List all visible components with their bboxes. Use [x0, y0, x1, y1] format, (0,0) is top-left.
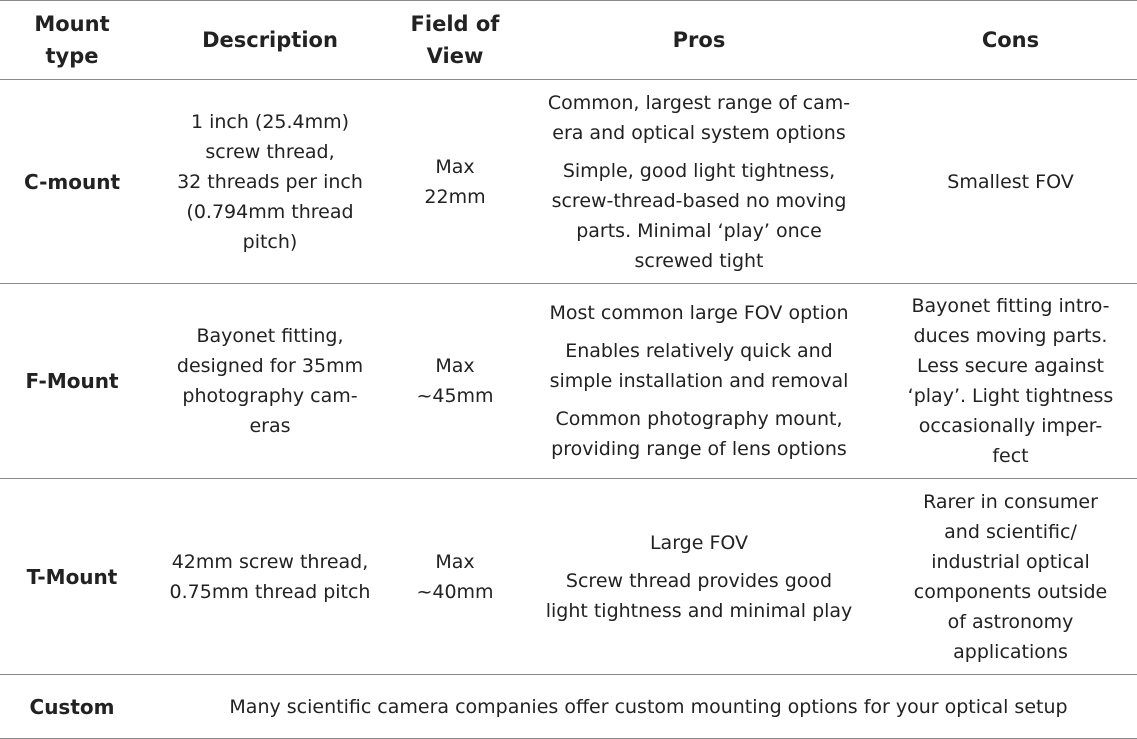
description-line: (0.794mm thread [186, 200, 354, 223]
fov-line: 22mm [424, 185, 486, 208]
pro-line: Most common large FOV option [549, 302, 849, 324]
cons-line: applications [953, 640, 1068, 663]
table-row-c-mount: C-mount 1 inch (25.4mm) screw thread, 32… [0, 79, 1137, 284]
fov-cell: Max 22mm [396, 79, 514, 284]
mount-type-cell: T-Mount [0, 478, 144, 675]
pro-item: Common, largest range of cam- era and op… [518, 88, 880, 148]
pro-item: Screw thread provides good light tightne… [518, 566, 880, 626]
cons-cell: Bayonet fitting intro- duces moving part… [884, 283, 1137, 479]
fov-line: ~45mm [416, 385, 494, 407]
description-line: screw thread, [205, 140, 335, 163]
pro-line: Enables relatively quick and [565, 340, 833, 362]
mount-type-cell: Custom [0, 674, 144, 739]
pro-line: parts. Minimal ‘play’ once [576, 219, 822, 242]
header-pros: Pros [514, 0, 884, 80]
pro-item: Enables relatively quick and simple inst… [518, 336, 880, 396]
mount-type-cell: F-Mount [0, 283, 144, 479]
pro-line: providing range of lens options [551, 438, 847, 460]
header-field-of-view: Field of View [396, 0, 514, 80]
fov-line: Max [435, 550, 475, 573]
pro-item: Most common large FOV option [518, 298, 880, 328]
cons-line: duces moving parts. [913, 325, 1108, 347]
pro-line: simple installation and removal [549, 370, 849, 392]
description-line: 0.75mm thread pitch [169, 580, 371, 603]
cons-line: ‘play’. Light tightness [907, 385, 1114, 407]
description-line: pitch) [242, 230, 298, 253]
table-row-t-mount: T-Mount 42mm screw thread, 0.75mm thread… [0, 478, 1137, 675]
pro-item: Large FOV [518, 528, 880, 558]
cons-line: industrial optical [931, 550, 1090, 573]
header-row: Mount type Description Field of View Pros … [0, 0, 1137, 80]
cons-line: of astronomy [947, 610, 1074, 633]
pro-line: Simple, good light tightness, [562, 159, 836, 182]
cons-line: Bayonet fitting intro- [911, 295, 1110, 317]
custom-note: Many scientific camera companies offer c… [144, 674, 1137, 739]
pro-line: light tightness and minimal play [545, 599, 853, 622]
description-line: 42mm screw thread, [171, 550, 369, 573]
header-cons: Cons [884, 0, 1137, 80]
description-cell: 1 inch (25.4mm) screw thread, 32 threads… [144, 79, 396, 284]
pro-line: Large FOV [649, 531, 749, 554]
description-line: eras [249, 415, 291, 437]
description-cell: Bayonet fitting, designed for 35mm photo… [144, 283, 396, 479]
pro-line: screwed tight [634, 249, 764, 272]
pro-line: era and optical system options [552, 121, 846, 144]
description-line: Bayonet fitting, [196, 325, 344, 347]
description-line: designed for 35mm [176, 355, 364, 377]
pros-cell: Large FOV Screw thread provides good lig… [514, 478, 884, 675]
pro-line: Screw thread provides good [565, 569, 833, 592]
pro-line: Common photography mount, [555, 408, 843, 430]
pro-line: Common, largest range of cam- [547, 91, 851, 114]
pro-line: screw-thread-based no moving [551, 189, 847, 212]
cons-line: Smallest FOV [947, 170, 1074, 193]
header-description: Description [144, 0, 396, 80]
header-mount-type: Mount type [0, 0, 144, 80]
cons-cell: Smallest FOV [884, 79, 1137, 284]
pro-item: Simple, good light tightness, screw-thre… [518, 156, 880, 276]
pros-cell: Most common large FOV option Enables rel… [514, 283, 884, 479]
cons-line: and scientific/ [944, 520, 1077, 543]
cons-line: components outside [913, 580, 1108, 603]
description-cell: 42mm screw thread, 0.75mm thread pitch [144, 478, 396, 675]
description-line: photography cam- [182, 385, 358, 407]
fov-line: Max [435, 355, 475, 377]
fov-line: Max [435, 155, 475, 178]
fov-cell: Max ~45mm [396, 283, 514, 479]
fov-line: ~40mm [416, 580, 494, 603]
cons-line: fect [992, 445, 1029, 467]
cons-line: Less secure against [917, 355, 1104, 377]
description-line: 32 threads per inch [177, 170, 363, 193]
cons-line: occasionally imper- [918, 415, 1103, 437]
fov-cell: Max ~40mm [396, 478, 514, 675]
table-row-custom: Custom Many scientific camera companies … [0, 674, 1137, 739]
table-row-f-mount: F-Mount Bayonet fitting, designed for 35… [0, 283, 1137, 479]
pros-cell: Common, largest range of cam- era and op… [514, 79, 884, 284]
mount-type-cell: C-mount [0, 79, 144, 284]
cons-line: Rarer in consumer [923, 490, 1098, 513]
cons-cell: Rarer in consumer and scientific/ indust… [884, 478, 1137, 675]
description-line: 1 inch (25.4mm) [190, 110, 350, 133]
pro-item: Common photography mount, providing rang… [518, 404, 880, 464]
